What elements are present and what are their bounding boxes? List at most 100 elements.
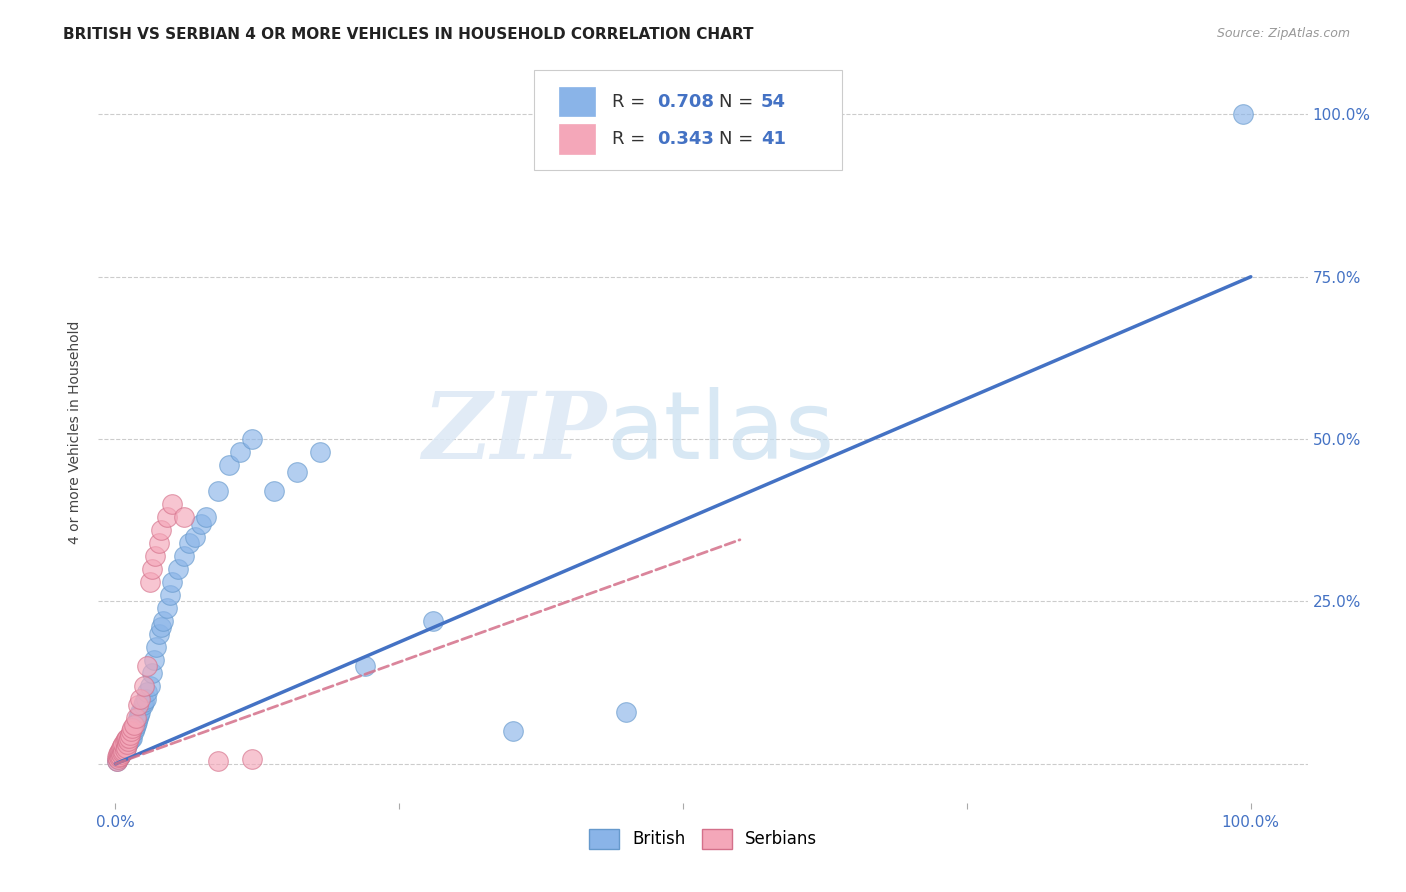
Point xyxy=(120,731,142,745)
Point xyxy=(148,627,170,641)
Point xyxy=(107,751,129,765)
Point xyxy=(152,614,174,628)
Point xyxy=(108,744,131,758)
FancyBboxPatch shape xyxy=(560,124,595,153)
Point xyxy=(229,445,252,459)
Text: 0.343: 0.343 xyxy=(657,129,714,148)
Point xyxy=(218,458,240,472)
Point xyxy=(160,497,183,511)
Point xyxy=(132,695,155,709)
Point xyxy=(114,742,136,756)
Point xyxy=(120,732,142,747)
Point xyxy=(190,516,212,531)
Point xyxy=(240,432,263,446)
Text: N =: N = xyxy=(718,129,759,148)
FancyBboxPatch shape xyxy=(534,70,842,169)
Point xyxy=(114,742,136,756)
Point xyxy=(143,653,166,667)
Point xyxy=(114,734,136,748)
Point xyxy=(125,718,148,732)
Point xyxy=(118,734,141,748)
Point xyxy=(110,747,132,761)
Text: R =: R = xyxy=(613,93,651,111)
Point xyxy=(111,739,134,753)
Point xyxy=(120,728,142,742)
Point xyxy=(132,679,155,693)
Text: BRITISH VS SERBIAN 4 OR MORE VEHICLES IN HOUSEHOLD CORRELATION CHART: BRITISH VS SERBIAN 4 OR MORE VEHICLES IN… xyxy=(63,27,754,42)
Point xyxy=(167,562,190,576)
Point xyxy=(108,749,131,764)
Point xyxy=(127,698,149,713)
Point xyxy=(128,708,150,723)
Point xyxy=(117,736,139,750)
Point xyxy=(108,750,131,764)
Point xyxy=(108,749,131,764)
Point xyxy=(105,754,128,768)
Point xyxy=(1232,107,1254,121)
Point xyxy=(115,737,138,751)
Point xyxy=(240,751,263,765)
Point xyxy=(145,640,167,654)
Point xyxy=(184,529,207,543)
Point xyxy=(110,740,132,755)
Point xyxy=(136,685,159,699)
Point xyxy=(112,744,135,758)
Point xyxy=(108,750,131,764)
Point xyxy=(135,692,157,706)
Point xyxy=(141,665,163,680)
Text: N =: N = xyxy=(718,93,759,111)
Point xyxy=(422,614,444,628)
Point xyxy=(112,737,135,751)
Point xyxy=(308,445,330,459)
Point xyxy=(354,659,377,673)
Point xyxy=(122,718,145,732)
Point xyxy=(173,510,195,524)
Point xyxy=(114,740,136,755)
Point xyxy=(502,724,524,739)
Point xyxy=(107,751,129,765)
Point xyxy=(105,750,128,764)
Point xyxy=(112,744,135,758)
Point xyxy=(111,745,134,759)
Point xyxy=(121,721,143,735)
Point xyxy=(107,747,129,761)
Point xyxy=(127,711,149,725)
Text: R =: R = xyxy=(613,129,651,148)
Point xyxy=(129,692,152,706)
Point xyxy=(155,601,177,615)
Point xyxy=(111,745,134,759)
Point xyxy=(138,679,160,693)
Point xyxy=(143,549,166,563)
Text: Source: ZipAtlas.com: Source: ZipAtlas.com xyxy=(1216,27,1350,40)
Point xyxy=(149,523,172,537)
Point xyxy=(105,754,128,768)
Point xyxy=(124,721,146,735)
Point xyxy=(115,731,138,745)
Point xyxy=(114,732,136,747)
Point xyxy=(155,510,177,524)
Point xyxy=(121,731,143,745)
Text: ZIP: ZIP xyxy=(422,388,606,477)
Point xyxy=(136,659,159,673)
Text: atlas: atlas xyxy=(606,386,835,479)
Point xyxy=(614,705,637,719)
Text: 41: 41 xyxy=(761,129,786,148)
Point xyxy=(108,745,131,759)
Point xyxy=(114,740,136,755)
Point xyxy=(207,754,229,768)
Text: 54: 54 xyxy=(761,93,786,111)
Point xyxy=(117,734,139,748)
Point xyxy=(207,484,229,499)
Point xyxy=(131,698,153,713)
Point xyxy=(195,510,218,524)
Point xyxy=(118,731,141,745)
Point xyxy=(149,620,172,634)
Y-axis label: 4 or more Vehicles in Household: 4 or more Vehicles in Household xyxy=(69,321,83,544)
Point xyxy=(120,724,142,739)
Point xyxy=(125,711,148,725)
Point xyxy=(125,714,148,729)
Point xyxy=(179,536,201,550)
Point xyxy=(159,588,181,602)
Point xyxy=(110,747,132,761)
Point xyxy=(122,724,145,739)
